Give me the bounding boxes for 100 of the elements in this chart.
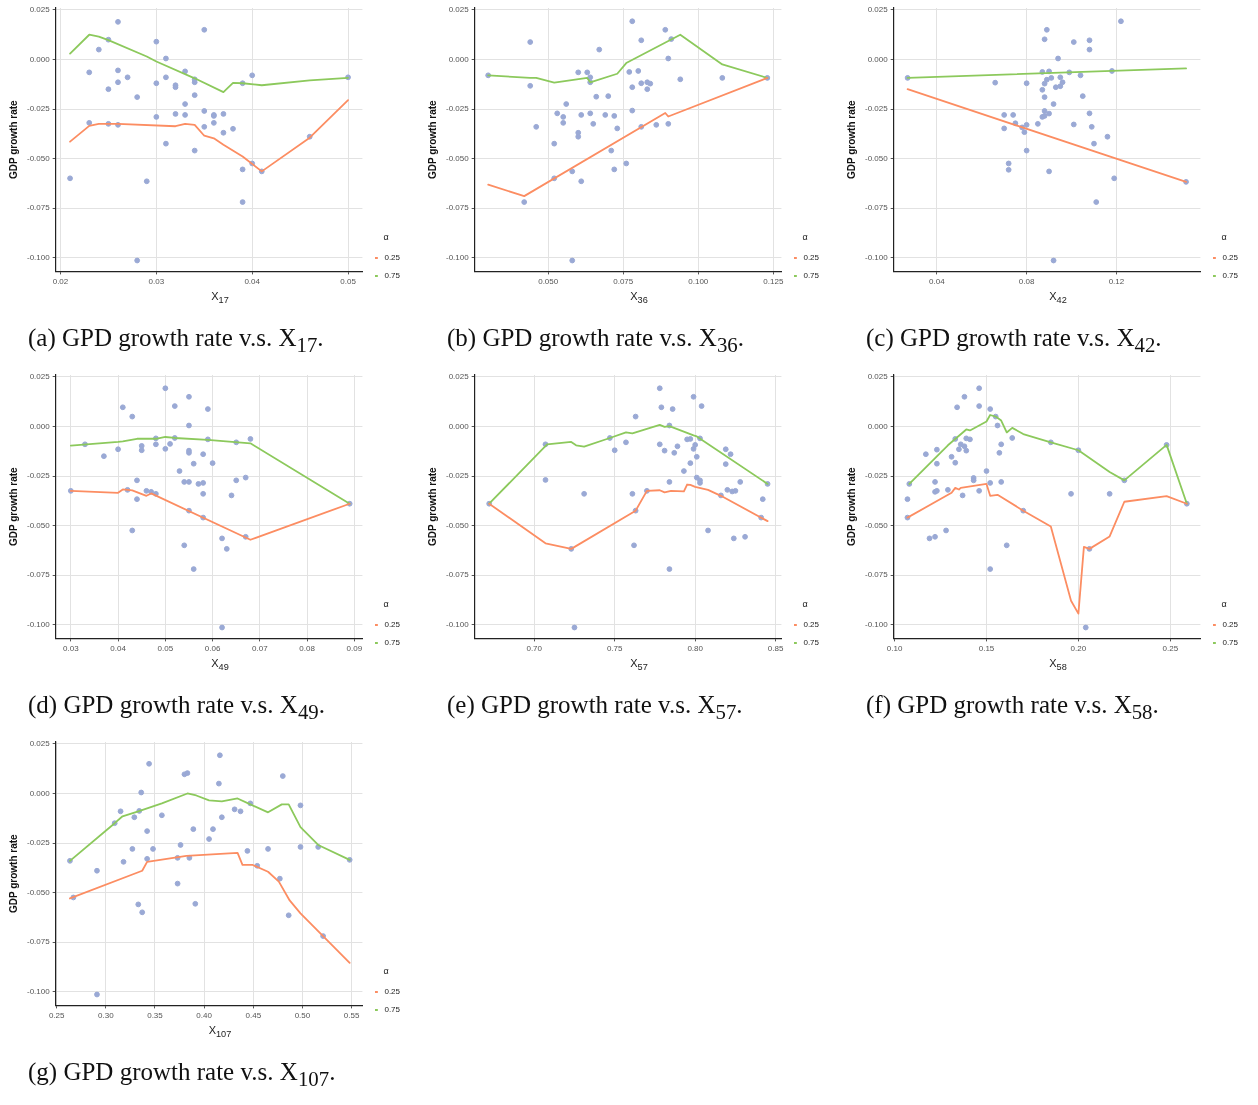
y-tick-label: 0.025 bbox=[29, 739, 51, 749]
y-tick-label: -0.075 bbox=[865, 570, 889, 580]
legend-title: α bbox=[802, 232, 808, 243]
y-tick-label: -0.025 bbox=[446, 471, 470, 481]
y-axis-title: GDP growth rate bbox=[845, 466, 857, 547]
x-axis-title: X$_{49}$ bbox=[210, 657, 230, 673]
y-axis-title: GDP growth rate bbox=[7, 466, 19, 547]
x-tick-label: 0.35 bbox=[147, 1011, 164, 1021]
x-axis-title: X$_{107}$ bbox=[207, 1024, 233, 1040]
y-axis-title: GDP growth rate bbox=[845, 99, 857, 180]
legend-label: 0.25 bbox=[384, 987, 401, 997]
x-tick-label: 0.75 bbox=[606, 644, 624, 654]
x-tick-label: 0.25 bbox=[48, 1011, 65, 1021]
y-tick-label: -0.025 bbox=[446, 104, 470, 114]
x-axis-title: X$_{17}$ bbox=[210, 290, 230, 306]
y-tick-label: -0.075 bbox=[865, 203, 889, 213]
y-tick-label: -0.075 bbox=[27, 937, 51, 947]
x-tick-label: 0.55 bbox=[343, 1011, 360, 1021]
x-axis-title: X$_{57}$ bbox=[629, 657, 649, 673]
y-tick-label: 0.000 bbox=[29, 788, 51, 798]
y-tick-label: 0.025 bbox=[867, 5, 889, 15]
y-axis-title: GDP growth rate bbox=[426, 99, 438, 180]
legend-title: α bbox=[802, 599, 808, 610]
y-axis-title: GDP growth rate bbox=[426, 466, 438, 547]
x-tick-label: 0.08 bbox=[1018, 277, 1035, 287]
legend-label: 0.25 bbox=[384, 253, 401, 263]
x-axis-title: X$_{42}$ bbox=[1048, 290, 1068, 306]
x-tick-label: 0.25 bbox=[1162, 644, 1179, 654]
x-tick-label: 0.04 bbox=[929, 277, 946, 287]
x-tick-label: 0.07 bbox=[252, 644, 269, 654]
y-tick-label: -0.050 bbox=[865, 153, 889, 163]
x-tick-label: 0.04 bbox=[244, 277, 261, 287]
x-tick-label: 0.100 bbox=[688, 277, 709, 287]
y-tick-label: -0.050 bbox=[865, 520, 889, 530]
y-tick-label: -0.100 bbox=[446, 252, 470, 262]
x-tick-label: 0.70 bbox=[526, 644, 543, 654]
y-tick-label: 0.000 bbox=[867, 54, 889, 64]
y-tick-label: -0.050 bbox=[27, 520, 51, 530]
x-tick-label: 0.09 bbox=[346, 644, 363, 654]
y-tick-label: 0.000 bbox=[448, 54, 470, 64]
x-tick-label: 0.06 bbox=[204, 644, 221, 654]
y-tick-label: -0.050 bbox=[446, 153, 470, 163]
y-tick-label: -0.075 bbox=[27, 203, 51, 213]
x-tick-label: 0.50 bbox=[294, 1011, 311, 1021]
text: (g) GPD growth rate v.s. X$_{107}$. bbox=[27, 1058, 337, 1092]
x-tick-label: 0.05 bbox=[157, 644, 174, 654]
y-tick-label: -0.075 bbox=[446, 570, 470, 580]
y-tick-label: -0.100 bbox=[27, 986, 51, 996]
x-tick-label: 0.04 bbox=[110, 644, 127, 654]
legend-label: 0.25 bbox=[1222, 620, 1239, 630]
y-tick-label: 0.000 bbox=[448, 421, 470, 431]
y-tick-label: -0.025 bbox=[27, 838, 51, 848]
x-tick-label: 0.050 bbox=[538, 277, 559, 287]
y-tick-label: -0.100 bbox=[27, 619, 51, 629]
x-tick-label: 0.85 bbox=[767, 644, 784, 654]
y-tick-label: -0.025 bbox=[27, 104, 51, 114]
y-tick-label: 0.000 bbox=[29, 54, 51, 64]
x-tick-label: 0.45 bbox=[245, 1011, 262, 1021]
text: (d) GPD growth rate v.s. X$_{49}$. bbox=[27, 691, 326, 725]
x-tick-label: 0.80 bbox=[687, 644, 704, 654]
x-tick-label: 0.20 bbox=[1070, 644, 1087, 654]
y-tick-label: 0.000 bbox=[29, 421, 51, 431]
legend-title: α bbox=[383, 966, 389, 977]
y-tick-label: 0.025 bbox=[29, 5, 51, 15]
y-axis-title: GDP growth rate bbox=[7, 833, 19, 914]
x-tick-label: 0.03 bbox=[148, 277, 165, 287]
legend-label: 0.25 bbox=[1222, 253, 1239, 263]
y-tick-label: -0.025 bbox=[865, 471, 889, 481]
legend-title: α bbox=[1221, 599, 1227, 610]
y-tick-label: -0.100 bbox=[446, 619, 470, 629]
y-tick-label: -0.075 bbox=[446, 203, 470, 213]
x-tick-label: 0.15 bbox=[978, 644, 995, 654]
y-tick-label: 0.025 bbox=[448, 5, 470, 15]
x-tick-label: 0.125 bbox=[763, 277, 784, 287]
y-tick-label: 0.025 bbox=[448, 372, 470, 382]
y-tick-label: -0.050 bbox=[446, 520, 470, 530]
y-tick-label: -0.025 bbox=[27, 471, 51, 481]
text: (e) GPD growth rate v.s. X$_{57}$. bbox=[446, 691, 744, 725]
y-tick-label: -0.100 bbox=[865, 619, 889, 629]
text: (a) GPD growth rate v.s. X$_{17}$. bbox=[27, 324, 325, 358]
x-tick-label: 0.05 bbox=[340, 277, 357, 287]
x-tick-label: 0.03 bbox=[63, 644, 80, 654]
x-axis-title: X$_{36}$ bbox=[629, 290, 649, 306]
text: (f) GPD growth rate v.s. X$_{58}$. bbox=[865, 691, 1160, 725]
legend-title: α bbox=[1221, 232, 1227, 243]
y-tick-label: -0.100 bbox=[865, 252, 889, 262]
y-tick-label: -0.075 bbox=[27, 570, 51, 580]
y-axis-title: GDP growth rate bbox=[7, 99, 19, 180]
y-tick-label: -0.050 bbox=[27, 153, 51, 163]
y-tick-label: 0.000 bbox=[867, 421, 889, 431]
legend-title: α bbox=[383, 232, 389, 243]
y-tick-label: -0.050 bbox=[27, 887, 51, 897]
x-axis-title: X$_{58}$ bbox=[1048, 657, 1068, 673]
x-tick-label: 0.30 bbox=[98, 1011, 115, 1021]
x-tick-label: 0.075 bbox=[613, 277, 634, 287]
text: (b) GPD growth rate v.s. X$_{36}$. bbox=[446, 324, 745, 358]
y-tick-label: -0.025 bbox=[865, 104, 889, 114]
x-tick-label: 0.12 bbox=[1108, 277, 1125, 287]
x-tick-label: 0.10 bbox=[886, 644, 903, 654]
legend-label: 0.25 bbox=[803, 620, 820, 630]
